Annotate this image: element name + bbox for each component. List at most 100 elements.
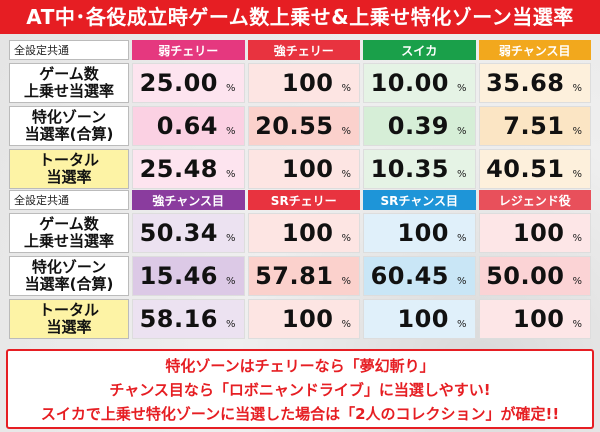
rate-cell: 0.39% xyxy=(363,106,476,146)
row-label-line2: 上乗せ当選率 xyxy=(23,82,114,100)
row-label-line1: トータル xyxy=(38,151,99,169)
rate-table-1: 全設定共通 弱チェリー 強チェリー スイカ 弱チャンス目 ゲーム数 上乗せ当選率 25.00%… xyxy=(6,37,594,192)
rate-cell: 100% xyxy=(247,63,360,103)
rate-cell: 35.68% xyxy=(478,63,591,103)
percent-sign: % xyxy=(341,233,351,244)
rate-cell: 100% xyxy=(247,299,360,339)
rate-value: 100 xyxy=(512,219,565,247)
percent-sign: % xyxy=(456,276,467,287)
row-label: ゲーム数 上乗せ当選率 xyxy=(9,63,129,103)
rate-cell: 25.48% xyxy=(132,149,245,189)
rate-value: 0.64 xyxy=(156,112,218,140)
note-line-3: スイカで上乗せ特化ゾーンに当選した場合は「2人のコレクション」が確定!! xyxy=(40,405,560,423)
rate-value: 15.46 xyxy=(139,262,218,290)
rate-cell: 10.00% xyxy=(363,63,476,103)
percent-sign: % xyxy=(225,169,236,180)
rate-cell: 100% xyxy=(478,299,591,339)
rate-value: 25.00 xyxy=(139,69,218,97)
row-label-line2: 当選率(合算) xyxy=(24,275,114,293)
rate-cell: 0.64% xyxy=(132,106,245,146)
row-label-line1: ゲーム数 xyxy=(39,65,99,83)
column-header: 弱チェリー xyxy=(132,40,245,60)
rate-cell: 10.35% xyxy=(363,149,476,189)
row-label-line2: 上乗せ当選率 xyxy=(23,232,114,250)
percent-sign: % xyxy=(225,83,236,94)
row-label-line1: 特化ゾーン xyxy=(31,108,107,126)
rate-cell: 100% xyxy=(247,213,360,253)
rate-cell: 25.00% xyxy=(132,63,245,103)
column-header: SRチェリー xyxy=(247,190,360,210)
note-box: 特化ゾーンはチェリーなら「夢幻斬り」 チャンス目なら「ロボニャンドライブ」に当選… xyxy=(6,349,594,429)
percent-sign: % xyxy=(225,233,236,244)
row-label-line2: 当選率(合算) xyxy=(24,125,114,143)
rate-cell: 100% xyxy=(247,149,360,189)
rate-value: 10.00 xyxy=(370,69,449,97)
percent-sign: % xyxy=(572,319,582,330)
table-row: 特化ゾーン 当選率(合算) 15.46% 57.81% 60.45% 50.00% xyxy=(9,256,591,296)
rate-value: 100 xyxy=(281,69,334,97)
rate-cell: 100% xyxy=(363,213,476,253)
rate-cell: 50.34% xyxy=(132,213,245,253)
rate-value: 100 xyxy=(397,305,449,333)
rate-cell: 15.46% xyxy=(132,256,245,296)
percent-sign: % xyxy=(572,169,582,180)
rate-value: 10.35 xyxy=(370,155,449,183)
table-row: ゲーム数 上乗せ当選率 50.34% 100% 100% 100% xyxy=(9,213,591,253)
percent-sign: % xyxy=(456,126,467,137)
rate-cell: 60.45% xyxy=(363,256,476,296)
rate-value: 100 xyxy=(281,305,334,333)
percent-sign: % xyxy=(225,126,236,137)
row-label: トータル 当選率 xyxy=(9,299,129,339)
row-label-line1: トータル xyxy=(38,301,99,319)
percent-sign: % xyxy=(341,83,351,94)
rate-value: 100 xyxy=(281,219,334,247)
rate-cell: 100% xyxy=(363,299,476,339)
table-row: 特化ゾーン 当選率(合算) 0.64% 20.55% 0.39% 7.51% xyxy=(9,106,591,146)
column-header: SRチャンス目 xyxy=(363,190,476,210)
percent-sign: % xyxy=(456,319,467,330)
column-header: 強チェリー xyxy=(247,40,360,60)
percent-sign: % xyxy=(341,276,351,287)
percent-sign: % xyxy=(456,83,467,94)
table-row: ゲーム数 上乗せ当選率 25.00% 100% 10.00% 35.68% xyxy=(9,63,591,103)
rate-value: 58.16 xyxy=(139,305,218,333)
rate-cell: 20.55% xyxy=(247,106,360,146)
rate-value: 35.68 xyxy=(486,69,565,97)
rate-cell: 40.51% xyxy=(478,149,591,189)
rate-value: 60.45 xyxy=(370,262,449,290)
percent-sign: % xyxy=(572,233,582,244)
percent-sign: % xyxy=(341,169,351,180)
row-label: ゲーム数 上乗せ当選率 xyxy=(9,213,129,253)
rate-table-2: 全設定共通 強チャンス目 SRチェリー SRチャンス目 レジェンド役ゲーム数 上乗せ当選率… xyxy=(6,187,594,342)
percent-sign: % xyxy=(572,126,582,137)
rate-value: 50.34 xyxy=(139,219,218,247)
row-label-line1: ゲーム数 xyxy=(39,215,99,233)
rate-value: 100 xyxy=(397,219,449,247)
table-row: トータル 当選率 58.16% 100% 100% 100% xyxy=(9,299,591,339)
rate-cell: 100% xyxy=(478,213,591,253)
row-label-line2: 当選率 xyxy=(46,168,92,186)
rate-cell: 58.16% xyxy=(132,299,245,339)
column-header: 強チャンス目 xyxy=(132,190,245,210)
row-label: 特化ゾーン 当選率(合算) xyxy=(9,256,129,296)
header-row: 全設定共通 強チャンス目 SRチェリー SRチャンス目 レジェンド役 xyxy=(9,190,591,210)
percent-sign: % xyxy=(572,83,582,94)
row-label-line1: 特化ゾーン xyxy=(31,258,107,276)
rate-cell: 50.00% xyxy=(478,256,591,296)
page-title: AT中･各役成立時ゲーム数上乗せ&上乗せ特化ゾーン当選率 xyxy=(0,0,600,34)
row-label-line2: 当選率 xyxy=(46,318,92,336)
rate-cell: 7.51% xyxy=(478,106,591,146)
column-header: 弱チャンス目 xyxy=(478,40,591,60)
percent-sign: % xyxy=(456,169,467,180)
note-line-2: チャンス目なら「ロボニャンドライブ」に当選しやすい! xyxy=(109,381,491,399)
note-line-1: 特化ゾーンはチェリーなら「夢幻斬り」 xyxy=(165,357,435,375)
rate-value: 100 xyxy=(512,305,565,333)
corner-label: 全設定共通 xyxy=(9,40,129,60)
rate-value: 100 xyxy=(281,155,334,183)
column-header: スイカ xyxy=(363,40,476,60)
header-row: 全設定共通 弱チェリー 強チェリー スイカ 弱チャンス目 xyxy=(9,40,591,60)
rate-value: 20.55 xyxy=(255,112,334,140)
rate-value: 40.51 xyxy=(486,155,565,183)
rate-value: 25.48 xyxy=(139,155,218,183)
